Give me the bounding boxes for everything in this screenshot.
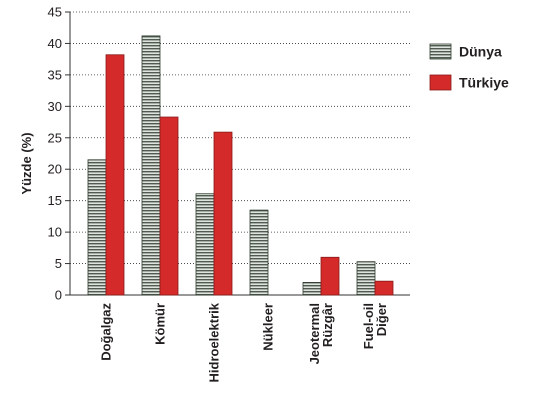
bar-dunya (302, 282, 322, 296)
bar-turkiye (320, 256, 340, 296)
y-tick-label: 10 (48, 225, 62, 240)
category-label: Kömür (153, 303, 168, 345)
bar-turkiye (374, 280, 394, 296)
y-tick-label: 5 (55, 256, 62, 271)
category-label-line: Diğer (374, 303, 389, 336)
category-label-line: Fuel-oil (361, 303, 376, 349)
bar-turkiye (105, 54, 125, 296)
y-tick-label: 30 (48, 99, 62, 114)
y-tick-label: 15 (48, 193, 62, 208)
bar-dunya (87, 159, 107, 296)
category-label-line: Hidroelektrik (207, 302, 222, 382)
y-axis-title: Yüzde (%) (19, 132, 34, 194)
category-label: Nükleer (261, 303, 276, 351)
y-tick-label: 40 (48, 36, 62, 51)
bar-dunya (195, 193, 215, 296)
bar-turkiye (159, 116, 179, 296)
y-tick-label: 20 (48, 162, 62, 177)
legend-swatch-dunya (429, 43, 452, 60)
bar-dunya (356, 261, 376, 296)
labels: 0 5 10 15 20 25 30 35 40 45 Yüzde (%) Doğalgaz Kömür… (19, 5, 389, 383)
category-label-line: Nükleer (261, 303, 276, 351)
y-tick-label: 25 (48, 130, 62, 145)
legend-label-dunya: Dünya (459, 44, 502, 60)
axes (65, 11, 410, 296)
bars (87, 35, 394, 296)
category-label: Doğalgaz (99, 303, 114, 361)
category-label-line: Doğalgaz (99, 303, 114, 361)
category-label: Hidroelektrik (207, 302, 222, 382)
y-tick-label: 45 (48, 5, 62, 20)
category-label-line: Jeotermal (307, 303, 322, 364)
bar-turkiye (213, 131, 233, 296)
legend-swatch-turkiye (429, 74, 452, 91)
bar-dunya (141, 35, 161, 296)
legend-label-turkiye: Türkiye (459, 75, 509, 91)
y-tick-label: 35 (48, 67, 62, 82)
bar-dunya (249, 209, 269, 296)
category-label-line: Rüzgâr (320, 303, 335, 347)
category-label-line: Kömür (153, 303, 168, 345)
y-tick-label: 0 (55, 288, 62, 303)
legend: Dünya Türkiye (429, 43, 509, 91)
